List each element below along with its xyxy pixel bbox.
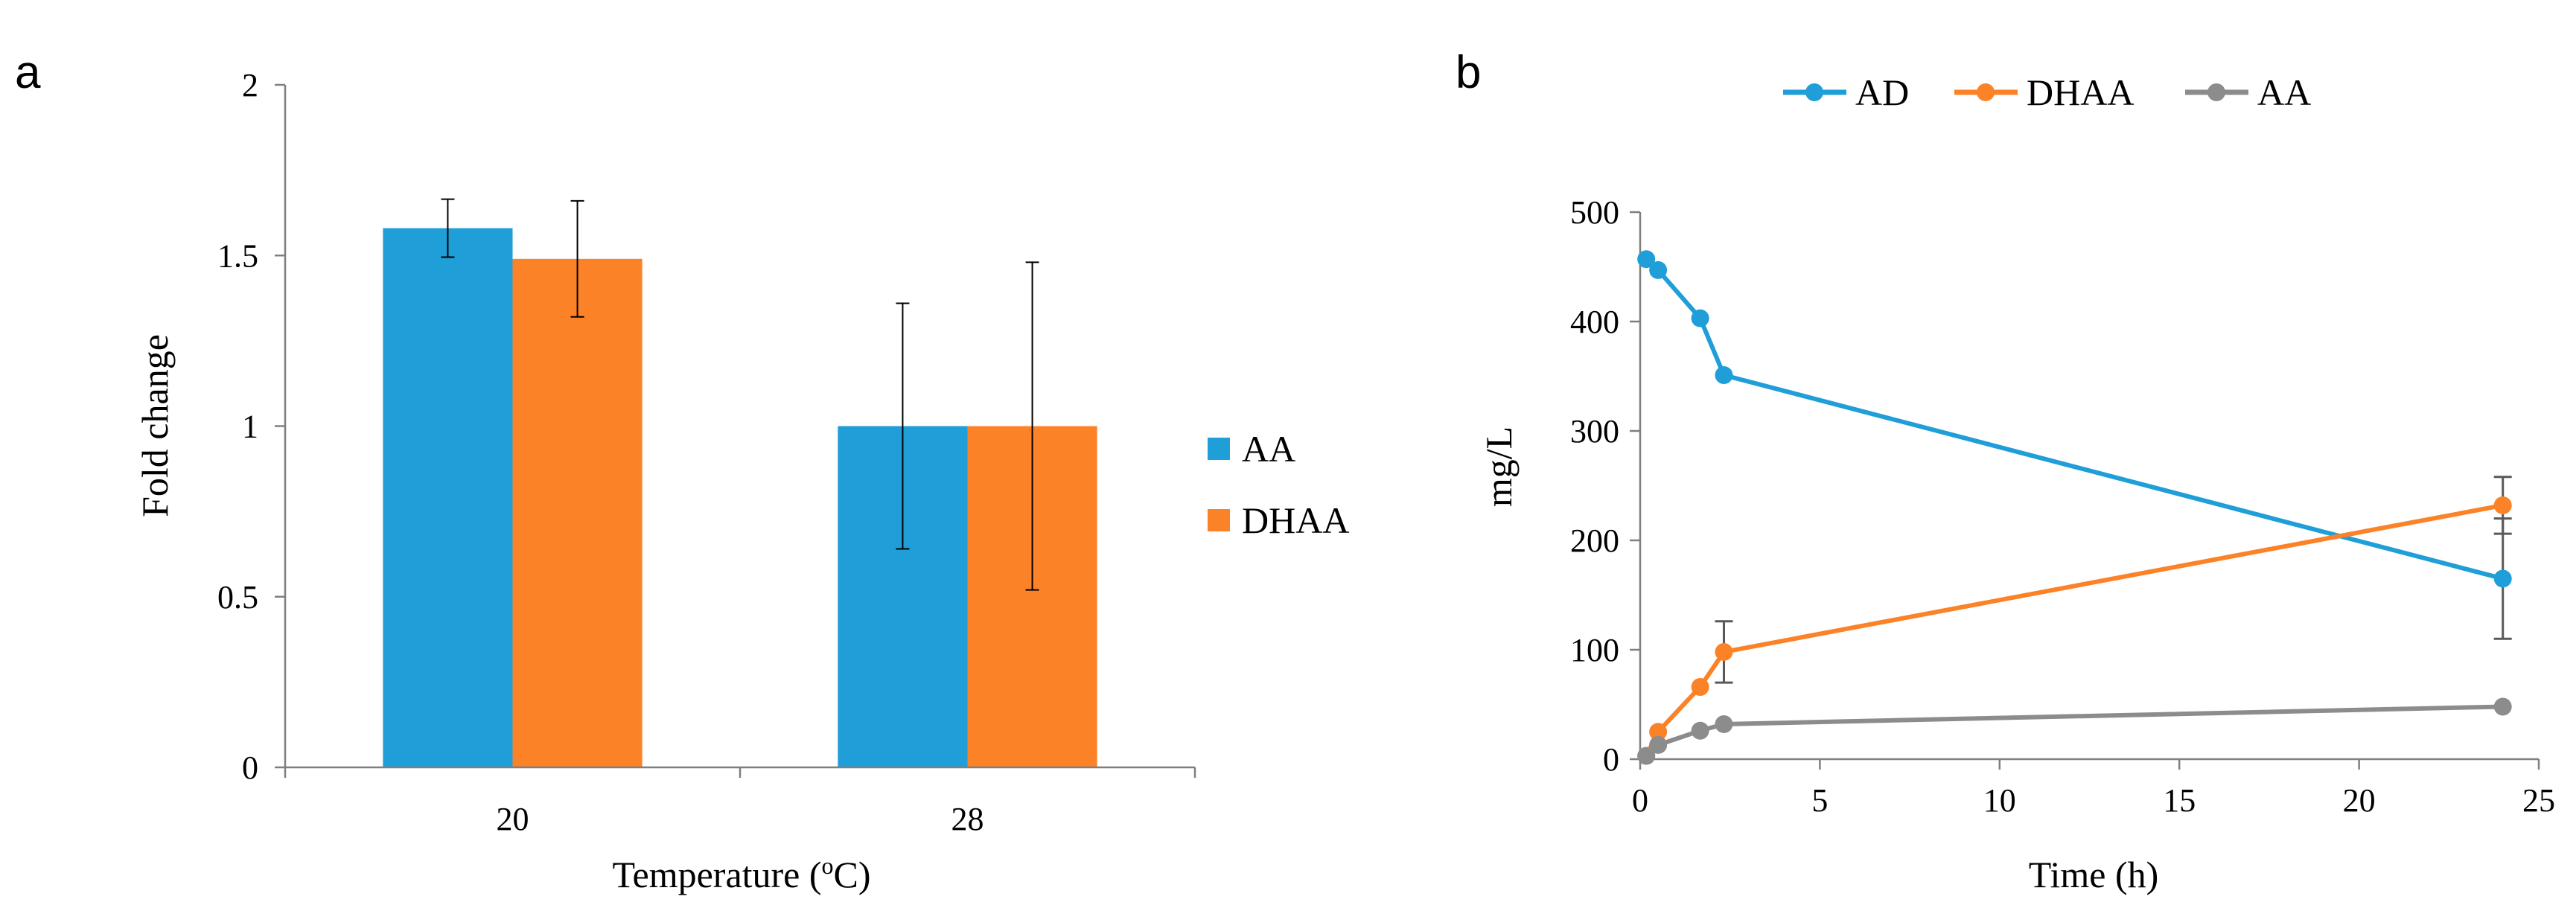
x-axis-label-superscript: o	[822, 852, 834, 879]
panel-label-b: b	[1456, 47, 1481, 98]
data-point	[1649, 260, 1668, 279]
bar-group	[383, 228, 1097, 768]
series-point-group	[1637, 250, 2512, 765]
data-point	[2493, 569, 2512, 588]
legend-label-aa: AA	[2257, 71, 2311, 113]
data-point	[2493, 496, 2512, 514]
data-point	[1715, 366, 1733, 385]
y-tick-label: 300	[1570, 413, 1619, 450]
series-line	[1645, 704, 2503, 758]
x-tick-label: 0	[1632, 782, 1648, 819]
series-line-group	[1644, 258, 2504, 758]
data-point	[1691, 677, 1709, 696]
x-tick-label: 25	[2522, 782, 2555, 819]
data-point	[2493, 697, 2512, 716]
y-tick-label: 100	[1570, 632, 1619, 668]
data-point	[1715, 715, 1733, 733]
y-tick-label: 0.5	[217, 579, 258, 616]
data-point	[1637, 250, 1656, 269]
y-tick-label: 1	[242, 409, 258, 445]
x-axis-label: Time (h)	[2029, 854, 2159, 895]
x-tick-label: 5	[1811, 782, 1828, 819]
y-axis-label: mg/L	[1478, 426, 1520, 507]
data-point	[1649, 723, 1668, 741]
bar	[383, 228, 513, 767]
legend-marker-ad	[1805, 83, 1823, 101]
y-tick-label: 1.5	[217, 237, 258, 274]
legend-label-dhaa: DHAA	[2027, 71, 2134, 113]
x-axis-label-unit: C)	[834, 854, 871, 895]
legend-marker-dhaa	[1977, 83, 1995, 101]
panel-label-a: a	[15, 47, 41, 98]
data-point	[1691, 309, 1709, 327]
bar	[512, 258, 643, 768]
legend: AD DHAA AA	[1783, 71, 2311, 113]
legend-label-dhaa: DHAA	[1242, 499, 1349, 541]
y-tick-label: 0	[1603, 741, 1619, 778]
data-point	[1649, 735, 1668, 754]
data-point	[1715, 642, 1733, 661]
line-chart-panel: b AD DHAA AA 0 100 200 300 400 500 0 5 10 15 20 25…	[1456, 47, 2555, 895]
x-tick-label: 15	[2163, 782, 2196, 819]
error-bar-group	[441, 198, 1039, 591]
y-tick-label: 200	[1570, 522, 1619, 559]
x-tick-label: 20	[497, 801, 529, 837]
x-tick-label: 10	[1983, 782, 2016, 819]
legend-label-aa: AA	[1242, 428, 1295, 470]
y-tick-group: 0 100 200 300 400 500	[1570, 194, 1640, 778]
legend-marker-aa	[2207, 83, 2225, 101]
x-axis-label-text: Temperature (	[612, 854, 821, 895]
y-tick-label: 500	[1570, 194, 1619, 231]
data-point	[1637, 747, 1656, 765]
x-tick-group: 0 5 10 15 20 25	[1632, 759, 2555, 819]
x-tick-group: 20 28	[284, 767, 1196, 837]
y-tick-label: 2	[242, 67, 258, 103]
data-point	[1691, 721, 1709, 740]
legend-swatch-aa	[1208, 438, 1230, 460]
x-tick-label: 28	[951, 801, 984, 837]
legend-label-ad: AD	[1855, 71, 1909, 113]
legend: AA DHAA	[1208, 428, 1349, 541]
x-tick-label: 20	[2343, 782, 2376, 819]
x-axis-label: Temperature (oC)	[612, 852, 870, 895]
y-tick-label: 0	[242, 749, 258, 786]
legend-swatch-dhaa	[1208, 509, 1230, 531]
y-tick-label: 400	[1570, 304, 1619, 340]
y-tick-group: 0 0.5 1 1.5 2	[217, 67, 285, 786]
y-axis-label: Fold change	[134, 334, 176, 517]
bar-chart-panel: a 00.511.52 20 28 Fold change Temperature…	[15, 47, 1349, 895]
